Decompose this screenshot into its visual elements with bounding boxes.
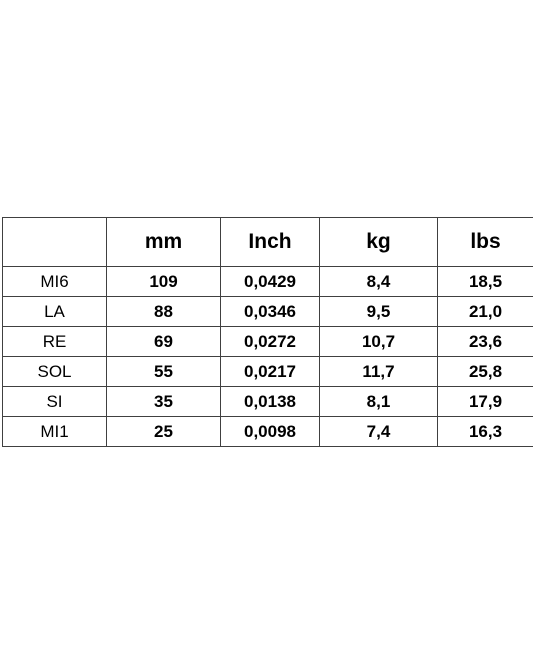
table-cell: 8,1 — [319, 386, 438, 417]
header-cell: kg — [319, 217, 438, 267]
row-label: RE — [2, 326, 107, 357]
table-cell: 109 — [106, 266, 221, 297]
table-cell: 0,0346 — [220, 296, 320, 327]
row-label: SOL — [2, 356, 107, 387]
table-row: MI6 109 0,0429 8,4 18,5 — [2, 266, 533, 297]
table-cell: 23,6 — [437, 326, 533, 357]
table-row: LA 88 0,0346 9,5 21,0 — [2, 296, 533, 327]
table-cell: 0,0429 — [220, 266, 320, 297]
table-cell: 10,7 — [319, 326, 438, 357]
header-cell: Inch — [220, 217, 320, 267]
table-cell: 9,5 — [319, 296, 438, 327]
table-cell: 88 — [106, 296, 221, 327]
row-label: LA — [2, 296, 107, 327]
corner-cell — [2, 217, 107, 267]
table-cell: 25 — [106, 416, 221, 447]
table-cell: 8,4 — [319, 266, 438, 297]
table-row: SOL 55 0,0217 11,7 25,8 — [2, 356, 533, 387]
header-row: mm Inch kg lbs — [2, 217, 533, 267]
table-cell: 16,3 — [437, 416, 533, 447]
table-row: RE 69 0,0272 10,7 23,6 — [2, 326, 533, 357]
table-cell: 0,0138 — [220, 386, 320, 417]
table-cell: 7,4 — [319, 416, 438, 447]
table-cell: 35 — [106, 386, 221, 417]
table-row: MI1 25 0,0098 7,4 16,3 — [2, 416, 533, 447]
table-cell: 0,0272 — [220, 326, 320, 357]
table-cell: 0,0217 — [220, 356, 320, 387]
table-body: MI6 109 0,0429 8,4 18,5 LA 88 0,0346 9,5 21,0 RE 69… — [2, 266, 533, 447]
table-cell: 18,5 — [437, 266, 533, 297]
table-cell: 69 — [106, 326, 221, 357]
row-label: MI6 — [2, 266, 107, 297]
header-cell: mm — [106, 217, 221, 267]
table-cell: 0,0098 — [220, 416, 320, 447]
row-label: MI1 — [2, 416, 107, 447]
data-table: mm Inch kg lbs MI6 109 0,0429 8,4 18,5 LA 88 0,034… — [2, 217, 533, 447]
table-cell: 11,7 — [319, 356, 438, 387]
table-cell: 17,9 — [437, 386, 533, 417]
table-cell: 55 — [106, 356, 221, 387]
header-cell: lbs — [437, 217, 533, 267]
row-label: SI — [2, 386, 107, 417]
table-row: SI 35 0,0138 8,1 17,9 — [2, 386, 533, 417]
table-cell: 25,8 — [437, 356, 533, 387]
table-cell: 21,0 — [437, 296, 533, 327]
